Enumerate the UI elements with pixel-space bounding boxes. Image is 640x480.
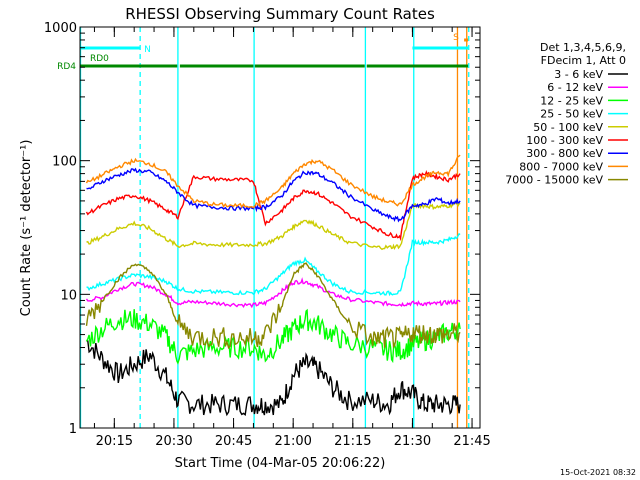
series-lines: [85, 154, 461, 417]
series-line-4: [86, 201, 461, 251]
generated-timestamp: 15-Oct-2021 08:32: [560, 468, 636, 477]
y-tick-label-0: 1: [69, 422, 77, 437]
legend: Det 1,3,4,5,6,9,FDecim 1, Att 03 - 6 keV…: [505, 41, 628, 187]
axes: 1 10 100 1000 20:15 20:30 20:45 21:00 21:15 21:30…: [44, 21, 491, 449]
y-tick-label-2: 100: [52, 155, 77, 170]
vertical-markers: [79, 27, 470, 428]
legend-header-0: Det 1,3,4,5,6,9,: [540, 41, 626, 54]
flag-label-s: S: [453, 33, 459, 43]
x-tick-label-2: 20:45: [215, 434, 252, 449]
legend-label-4: 50 - 100 keV: [533, 121, 603, 134]
legend-label-0: 3 - 6 keV: [554, 68, 603, 81]
series-line-7: [85, 154, 461, 209]
series-line-5: [85, 169, 461, 242]
series-line-6: [86, 167, 461, 223]
x-tick-label-5: 21:30: [394, 434, 431, 449]
flag-label-rd0: RD0: [90, 54, 109, 64]
legend-label-8: 7000 - 15000 keV: [505, 174, 603, 187]
x-tick-label-4: 21:15: [334, 434, 371, 449]
legend-label-6: 300 - 800 keV: [526, 147, 603, 160]
legend-label-2: 12 - 25 keV: [540, 94, 603, 107]
x-tick-label-6: 21:45: [453, 434, 490, 449]
x-tick-label-0: 20:15: [96, 434, 133, 449]
flag-bars: N RD0 RD4 S: [57, 33, 469, 72]
series-line-1: [85, 277, 461, 309]
legend-header-1: FDecim 1, Att 0: [541, 54, 626, 67]
legend-label-1: 6 - 12 keV: [547, 81, 603, 94]
y-tick-label-3: 1000: [44, 21, 77, 36]
legend-label-3: 25 - 50 keV: [540, 108, 603, 121]
x-tick-label-3: 21:00: [274, 434, 311, 449]
series-line-2: [85, 308, 461, 365]
series-line-8: [85, 262, 461, 350]
flag-label-n: N: [144, 45, 151, 55]
flag-label-rd4: RD4: [57, 62, 76, 72]
y-axis-label: Count Rate (s⁻¹ detector⁻¹): [19, 140, 34, 317]
y-tick-label-1: 10: [60, 288, 77, 303]
x-tick-label-1: 20:30: [155, 434, 192, 449]
x-axis-label: Start Time (04-Mar-05 20:06:22): [175, 456, 386, 471]
series-line-0: [86, 340, 461, 417]
plot-frame: [79, 26, 481, 429]
legend-label-5: 100 - 300 keV: [526, 134, 603, 147]
chart-title: RHESSI Observing Summary Count Rates: [125, 5, 435, 23]
legend-label-7: 800 - 7000 keV: [519, 160, 603, 173]
